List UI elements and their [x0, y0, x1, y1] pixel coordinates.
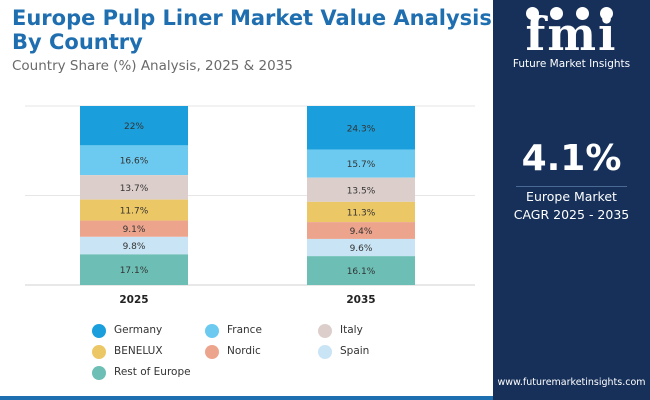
legend-label: Italy [340, 324, 363, 336]
legend-swatch [318, 345, 332, 359]
bar-segment [307, 222, 415, 239]
bar-segment [307, 177, 415, 202]
legend-label: Spain [340, 345, 370, 357]
chart-title: Europe Pulp Liner Market Value Analysis … [12, 6, 492, 54]
chart-legend: Germany France Italy BENELUX Nordic Spain Rest… [92, 322, 482, 382]
fmi-logo: fmi Future Market Insights [493, 0, 650, 78]
data-label: 13.7% [120, 184, 149, 194]
sidebar-panel: fmi Future Market Insights 4.1% Europe M… [493, 0, 650, 400]
legend-swatch [92, 345, 106, 359]
legend-label: Rest of Europe [114, 366, 191, 378]
legend-swatch [205, 324, 219, 338]
legend-swatch [318, 324, 332, 338]
bar-segment [307, 106, 415, 150]
legend-label: France [227, 324, 262, 336]
kpi-divider [516, 186, 627, 187]
data-label: 15.7% [347, 160, 376, 170]
logo-dot-icon [550, 7, 563, 20]
data-label: 9.4% [350, 227, 373, 237]
legend-swatch [205, 345, 219, 359]
bar-segment [307, 201, 415, 223]
logo-dot-icon [600, 7, 613, 20]
x-tick-label: 2035 [346, 294, 375, 306]
data-label: 16.6% [120, 157, 149, 167]
cagr-label-line2: CAGR 2025 - 2035 [513, 207, 630, 222]
x-tick-label: 2025 [119, 294, 148, 306]
logo-icons [520, 7, 620, 21]
bottom-accent-line [0, 396, 493, 400]
legend-label: Germany [114, 324, 163, 336]
bar-segment [80, 236, 188, 255]
bar-segment [307, 238, 415, 257]
data-label: 9.1% [123, 225, 146, 235]
data-label: 24.3% [347, 124, 376, 134]
logo-dot-icon [576, 7, 589, 20]
chart-subtitle: Country Share (%) Analysis, 2025 & 2035 [12, 58, 293, 74]
bar-segment [307, 256, 415, 285]
logo-subtitle: Future Market Insights [512, 58, 631, 70]
legend-swatch [92, 366, 106, 380]
data-label: 11.7% [120, 207, 149, 217]
legend-swatch [92, 324, 106, 338]
bar-segment [80, 106, 188, 146]
data-label: 17.1% [120, 266, 149, 276]
bar-segment [80, 254, 188, 285]
data-label: 13.5% [347, 186, 376, 196]
data-label: 22% [124, 122, 144, 132]
data-label: 16.1% [347, 267, 376, 277]
cagr-label-line1: Europe Market [526, 189, 617, 204]
bar-segment [80, 220, 188, 237]
logo-text: fmi [525, 7, 618, 61]
bar-segment [80, 175, 188, 200]
bar-segment [80, 199, 188, 221]
website-link[interactable]: www.futuremarketinsights.com [497, 377, 646, 388]
logo-dot-icon [526, 7, 539, 20]
legend-label: Nordic [227, 345, 261, 357]
legend-label: BENELUX [114, 345, 163, 357]
cagr-label: Europe Market CAGR 2025 - 2035 [493, 188, 650, 224]
bar-segment [307, 149, 415, 178]
cagr-value: 4.1% [521, 138, 622, 179]
bar-segment [80, 145, 188, 176]
data-label: 11.3% [347, 208, 376, 218]
data-label: 9.8% [123, 242, 146, 252]
data-label: 9.6% [350, 244, 373, 254]
stacked-bar-chart: 22% 16.6% 13.7% 11.7% 9.1% 9.8% 17.1% 2025 24.3%… [25, 105, 475, 306]
